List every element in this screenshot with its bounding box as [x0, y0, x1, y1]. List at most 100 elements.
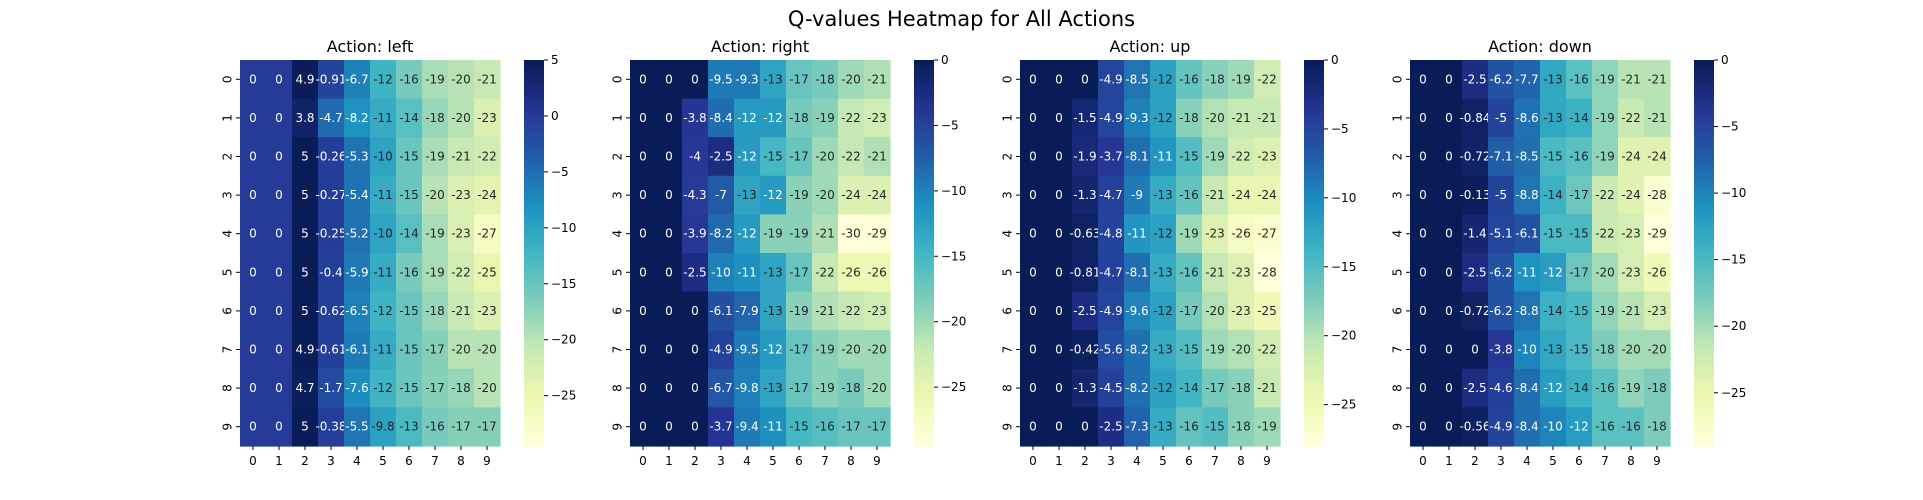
y-tick-label: 4	[221, 230, 235, 238]
colorbar-segment	[914, 365, 934, 370]
cell-annotation: -5	[1495, 111, 1507, 125]
heatmap-cell	[292, 330, 319, 370]
cell-annotation: -16	[1595, 381, 1615, 395]
heatmap-cell	[760, 98, 787, 138]
heatmap-cell	[1124, 291, 1151, 331]
colorbar-segment	[914, 121, 934, 126]
cell-annotation: -23	[1231, 265, 1251, 279]
colorbar-segment	[1694, 381, 1714, 386]
cell-annotation: -18	[1647, 381, 1667, 395]
colorbar-segment	[1694, 259, 1714, 264]
heatmap-cell	[1514, 98, 1541, 138]
heatmap-cell	[318, 253, 345, 293]
colorbar-segment	[1694, 117, 1714, 122]
colorbar-segment	[914, 346, 934, 351]
colorbar-segment	[1694, 195, 1714, 200]
y-tick-label: 9	[1001, 423, 1015, 431]
heatmap-cell	[370, 291, 397, 331]
x-tick-label: 5	[769, 454, 777, 468]
cell-annotation: 5	[301, 420, 309, 434]
colorbar-segment	[524, 384, 544, 389]
colorbar-segment	[1304, 278, 1324, 283]
x-tick-label: 8	[1237, 454, 1245, 468]
colorbar-segment	[1694, 413, 1714, 418]
colorbar-segment	[1694, 217, 1714, 222]
colorbar-segment	[914, 375, 934, 380]
colorbar-segment	[524, 140, 544, 145]
cell-annotation: -18	[425, 111, 445, 125]
heatmap-cell	[812, 368, 839, 408]
colorbar-segment	[1304, 410, 1324, 415]
heatmap-cell	[682, 291, 709, 331]
heatmap-cell	[292, 175, 319, 215]
colorbar-segment	[1694, 388, 1714, 393]
cell-annotation: -20	[815, 150, 835, 164]
cell-annotation: -9.8	[371, 420, 394, 434]
cell-annotation: -19	[815, 343, 835, 357]
y-tick-label: 9	[1391, 423, 1405, 431]
cell-annotation: -15	[1179, 150, 1199, 164]
heatmap-cell	[682, 175, 709, 215]
colorbar-segment	[1694, 240, 1714, 245]
colorbar-segment	[524, 146, 544, 151]
heatmap-cell	[396, 175, 423, 215]
colorbar-segment	[524, 166, 544, 171]
cell-annotation: 0	[691, 72, 699, 86]
heatmap-cell	[1254, 137, 1281, 177]
figure-title: Q-values Heatmap for All Actions	[788, 7, 1135, 31]
x-tick-label: 5	[1159, 454, 1167, 468]
cell-annotation: -3.9	[683, 227, 706, 241]
heatmap-cell	[838, 60, 865, 100]
heatmap-cell	[1514, 291, 1541, 331]
cell-annotation: -7.7	[1515, 72, 1538, 86]
heatmap-cell	[1410, 368, 1437, 408]
cell-annotation: -18	[1205, 72, 1225, 86]
cell-annotation: -15	[399, 188, 419, 202]
cell-annotation: -4.7	[1099, 188, 1122, 202]
colorbar-segment	[1694, 159, 1714, 164]
heatmap-cell	[1124, 137, 1151, 177]
colorbar-segment	[524, 211, 544, 216]
cell-annotation: -25	[1257, 304, 1277, 318]
heatmap-cell	[1020, 214, 1047, 254]
heatmap-cell	[812, 175, 839, 215]
cell-annotation: -21	[1205, 188, 1225, 202]
heatmap-cell	[370, 137, 397, 177]
cell-annotation: -23	[1647, 304, 1667, 318]
heatmap-cell	[1254, 60, 1281, 100]
cell-annotation: -13	[1153, 188, 1173, 202]
colorbar-segment	[914, 211, 934, 216]
x-tick-label: 1	[665, 454, 673, 468]
colorbar-segment	[1304, 105, 1324, 110]
heatmap-cell	[760, 137, 787, 177]
cell-annotation: -29	[867, 227, 887, 241]
cell-annotation: -15	[399, 304, 419, 318]
y-tick-label: 5	[221, 268, 235, 276]
colorbar-segment	[524, 404, 544, 409]
heatmap-cell	[1540, 214, 1567, 254]
cell-annotation: -20	[477, 381, 497, 395]
heatmap-cell	[734, 330, 761, 370]
colorbar-segment	[914, 417, 934, 422]
heatmap-cell	[448, 368, 475, 408]
cell-annotation: -8.2	[1125, 381, 1148, 395]
colorbar-segment	[524, 133, 544, 138]
cell-annotation: -17	[789, 265, 809, 279]
colorbar-segment	[1304, 127, 1324, 132]
cell-annotation: -24	[477, 188, 497, 202]
heatmap-cell	[396, 253, 423, 293]
colorbar-segment	[1694, 436, 1714, 441]
heatmap-cell	[630, 291, 657, 331]
cell-annotation: -24	[1647, 150, 1667, 164]
colorbar-segment	[524, 378, 544, 383]
heatmap-cell	[344, 253, 371, 293]
cell-annotation: -4.3	[683, 188, 706, 202]
heatmap-cell	[1436, 253, 1463, 293]
cell-annotation: -12	[1153, 227, 1173, 241]
cell-annotation: -6.2	[1489, 304, 1512, 318]
heatmap-cell	[1150, 368, 1177, 408]
colorbar-segment	[524, 246, 544, 251]
cell-annotation: -19	[1595, 111, 1615, 125]
heatmap-cell	[1618, 330, 1645, 370]
colorbar-segment	[1694, 191, 1714, 196]
